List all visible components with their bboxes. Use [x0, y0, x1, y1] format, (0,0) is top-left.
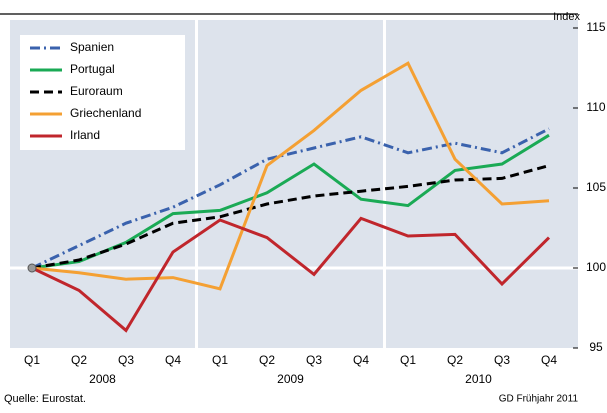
legend-label: Euroraum	[70, 84, 123, 98]
x-tick-label: Q1	[212, 353, 228, 367]
x-tick-label: Q4	[353, 353, 369, 367]
y-tick-label: 110	[586, 100, 605, 114]
x-tick-label: Q3	[494, 353, 510, 367]
x-tick-label: Q1	[400, 353, 416, 367]
y-tick-label: 95	[589, 340, 603, 354]
source: Quelle: Eurostat.	[4, 393, 86, 405]
year-label: 2010	[465, 372, 492, 386]
x-tick-label: Q2	[71, 353, 87, 367]
x-tick-label: Q4	[165, 353, 181, 367]
y-tick-label: 105	[586, 180, 606, 194]
series-line	[31, 127, 550, 270]
legend-label: Irland	[70, 128, 100, 142]
series-line	[31, 216, 551, 333]
legend-label: Portugal	[70, 62, 115, 76]
legend-label: Griechenland	[70, 106, 141, 120]
year-label: 2009	[277, 372, 304, 386]
x-tick-label: Q3	[306, 353, 322, 367]
y-tick-label: 100	[586, 260, 606, 274]
series-line	[31, 164, 550, 270]
credit: GD Frühjahr 2011	[499, 394, 579, 405]
x-tick-label: Q2	[447, 353, 463, 367]
legend: Spanien Portugal Euroraum Griechenland Irlan…	[20, 35, 185, 150]
year-label: 2008	[89, 372, 116, 386]
legend-label: Spanien	[70, 40, 114, 54]
x-tick-label: Q3	[118, 353, 134, 367]
series-line	[31, 61, 550, 291]
y-tick-label: 115	[586, 20, 605, 34]
y-axis-label: Index	[553, 11, 580, 23]
x-tick-label: Q1	[24, 353, 40, 367]
x-tick-label: Q2	[259, 353, 275, 367]
x-tick-label: Q4	[541, 353, 557, 367]
start-marker	[27, 263, 37, 273]
